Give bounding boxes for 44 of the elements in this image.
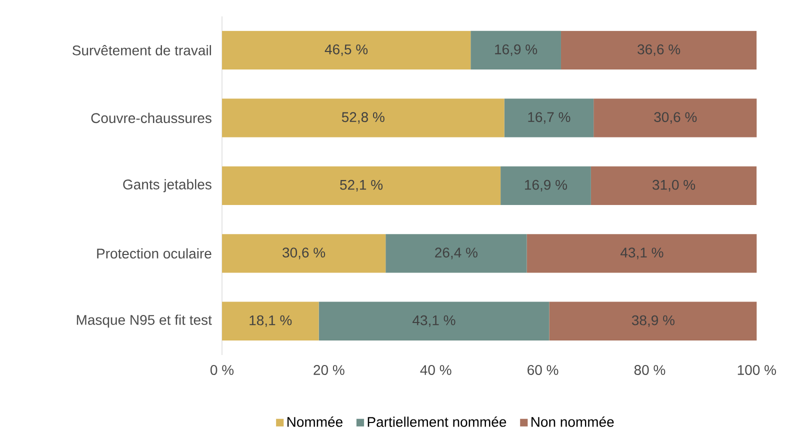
y-tick-label: Gants jetables: [123, 179, 212, 192]
data-label: 36,6 %: [638, 44, 680, 56]
bar: [594, 98, 757, 138]
data-label: 30,6 %: [282, 248, 326, 260]
bar: [590, 166, 757, 206]
data-label: 16,7 %: [528, 112, 570, 124]
x-tick-label: 80 %: [634, 365, 666, 375]
bar: [222, 234, 386, 273]
y-tick-label: Protection oculaire: [97, 248, 212, 259]
bar: [504, 98, 594, 138]
x-tick-label: 60 %: [528, 365, 558, 375]
data-label: 31,0 %: [652, 180, 696, 192]
x-tick-label: 0 %: [210, 365, 234, 375]
bar: [222, 30, 471, 70]
data-label: 43,1 %: [620, 248, 664, 260]
y-tick-label: Masque N95 et fit test: [76, 314, 212, 328]
data-label: 16,9 %: [525, 180, 568, 192]
bar: [222, 166, 501, 206]
x-tick-label: 20 %: [314, 365, 344, 375]
data-label: 52,1 %: [340, 180, 383, 192]
data-label: 16,9 %: [495, 44, 538, 56]
bar: [386, 234, 527, 273]
bar: [500, 166, 591, 206]
bar: [222, 98, 504, 138]
data-label: 52,8 %: [342, 112, 384, 124]
bar: [222, 302, 319, 340]
legend-label: Non nommée: [532, 416, 614, 427]
x-tick-label: 40 %: [420, 365, 452, 375]
legend-label: Nommée: [287, 416, 342, 427]
bar: [549, 302, 757, 340]
legend-label: Partiellement nommée: [368, 416, 506, 427]
data-label: 38,9 %: [632, 315, 674, 327]
bar: [560, 30, 757, 70]
y-tick-label: Survêtement de travail: [72, 45, 211, 56]
data-label: 43,1 %: [412, 315, 456, 327]
data-label: 30,6 %: [654, 112, 697, 124]
x-tick-label: 100 %: [738, 365, 776, 375]
data-label: 46,5 %: [324, 44, 368, 56]
bar: [526, 234, 757, 273]
bar: [318, 302, 550, 340]
bar: [470, 30, 561, 70]
data-label: 18,1 %: [250, 315, 292, 327]
data-label: 26,4 %: [435, 248, 478, 260]
y-tick-label: Couvre-chaussures: [91, 112, 212, 124]
